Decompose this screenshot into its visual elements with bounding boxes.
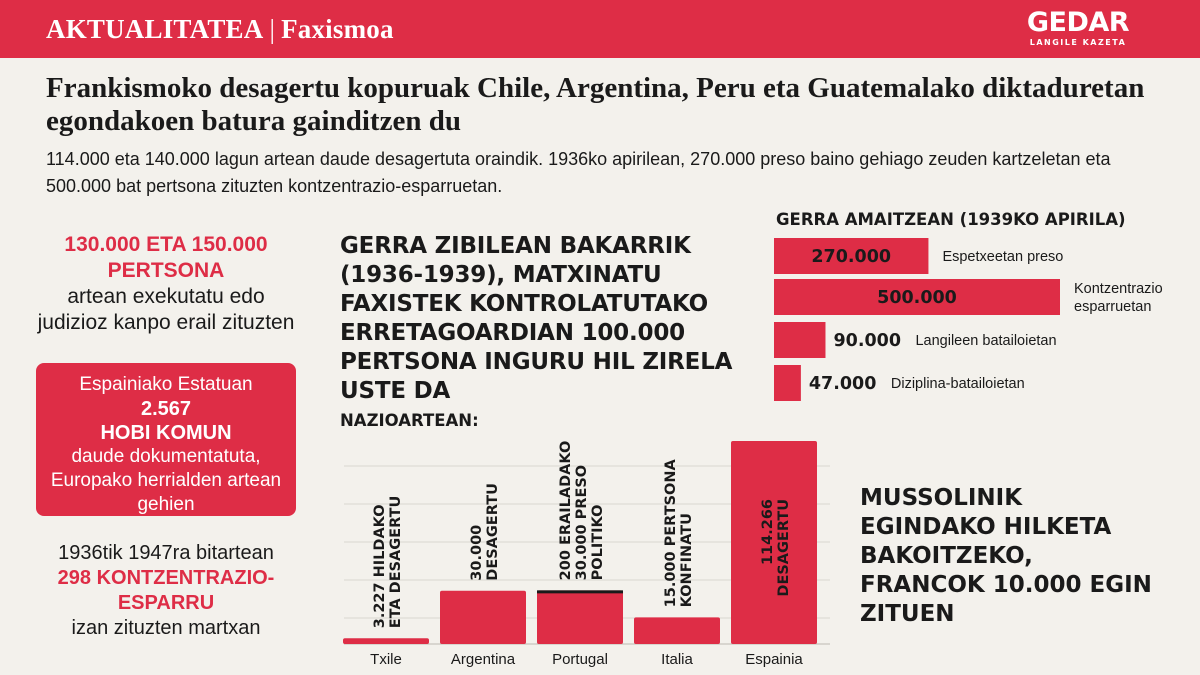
graves-number: 2.567 xyxy=(140,398,192,420)
h-bar-category-label: Langileen batailoietan xyxy=(915,333,1056,349)
v-bar-label-group: 3.227 HILDAKO ETA DESAGERTU xyxy=(372,496,404,629)
section-separator: | xyxy=(269,14,276,44)
logo-name: GEDAR xyxy=(1026,7,1130,38)
header-bar: AKTUALITATEA | Faxismoa GEDAR LANGILE KAZE… xyxy=(0,0,1200,58)
v-bar-value-label: 30.000 PRESO xyxy=(574,465,590,580)
v-category-label: Argentina xyxy=(451,651,516,668)
h-bar-value-label: 90.000 xyxy=(833,331,901,351)
v-bar xyxy=(440,590,526,644)
h-bar xyxy=(774,322,826,358)
h-bar-category-label: Kontzentrazio xyxy=(1074,281,1163,297)
v-bar xyxy=(343,638,429,644)
executions-stat: 130.000 ETA 150.000 PERTSONA artean exek… xyxy=(30,232,302,336)
v-bar-value-label: 200 ERAILADAKO xyxy=(558,441,574,581)
v-bar-value-label: ETA DESAGERTU xyxy=(388,496,404,629)
v-bar-value-label: POLITIKO xyxy=(590,505,606,581)
v-chart-title: NAZIOARTEAN: xyxy=(340,411,479,430)
v-bar-label-group: 30.000 DESAGERTU xyxy=(469,483,501,581)
camps-intro: 1936tik 1947ra bitartean xyxy=(58,542,274,564)
h-bar xyxy=(774,279,1060,315)
h-bar xyxy=(774,365,801,401)
section-label[interactable]: AKTUALITATEA xyxy=(46,14,264,44)
civil-war-statement: GERRA ZIBILEAN BAKARRIK (1936-1939), MAT… xyxy=(340,233,733,404)
v-category-label: Italia xyxy=(661,651,693,668)
v-bar xyxy=(634,617,720,644)
v-bar-value-label: DESAGERTU xyxy=(776,499,792,597)
h-bar-category-label: Espetxeetan preso xyxy=(942,249,1063,265)
v-bar-value-label: KONFINATU xyxy=(679,513,695,607)
gedar-logo[interactable]: GEDAR LANGILE KAZETA xyxy=(1008,8,1148,48)
v-bar-value-label: 114.266 xyxy=(760,499,776,565)
v-bar-label-group: 114.266 DESAGERTU xyxy=(760,499,792,597)
v-bar-label-group: 200 ERAILADAKO 30.000 PRESO POLITIKO xyxy=(558,441,606,581)
h-bar-category-label: Diziplina-batailoietan xyxy=(891,376,1025,392)
mass-graves-card: Espainiako Estatuan 2.567 HOBI KOMUN dau… xyxy=(36,363,296,516)
h-bar-value-label: 500.000 xyxy=(877,288,957,308)
section-tag: AKTUALITATEA | Faxismoa xyxy=(46,14,394,45)
graves-text: daude dokumentatuta, Europako herrialden… xyxy=(50,446,282,515)
v-bar xyxy=(537,590,623,644)
camps-stat: 1936tik 1947ra bitartean 298 KONTZENTRAZ… xyxy=(30,541,302,641)
subheadline: 114.000 eta 140.000 lagun artean daude d… xyxy=(46,149,1111,196)
h-bar-value-label: 47.000 xyxy=(809,374,877,394)
v-bar-value-label: 3.227 HILDAKO xyxy=(372,504,388,628)
h-bar-value-label: 270.000 xyxy=(811,247,891,267)
h-bar xyxy=(774,238,929,274)
executions-text: artean exekutatu edo judizioz kanpo erai… xyxy=(37,285,295,334)
graves-intro: Espainiako Estatuan xyxy=(79,374,253,395)
h-chart-title: GERRA AMAITZEAN (1939KO APIRILA) xyxy=(776,210,1126,229)
v-category-label: Portugal xyxy=(552,651,608,668)
headline: Frankismoko desagertu kopuruak Chile, Ar… xyxy=(46,72,1145,137)
h-bar-category-label: esparruetan xyxy=(1074,299,1151,315)
v-bar xyxy=(731,441,817,644)
topic-label[interactable]: Faxismoa xyxy=(281,14,394,44)
executions-figure: 130.000 ETA 150.000 PERTSONA xyxy=(64,233,268,282)
v-bar-value-label: 15.000 PERTSONA xyxy=(663,459,679,608)
v-category-label: Txile xyxy=(370,651,402,668)
camps-figure: 298 KONTZENTRAZIO-ESPARRU xyxy=(57,567,275,614)
v-bar-value-label: 30.000 xyxy=(469,525,485,581)
graves-label: HOBI KOMUN xyxy=(100,422,232,444)
v-category-label: Espainia xyxy=(745,651,803,668)
camps-text: izan zituzten martxan xyxy=(71,617,261,639)
v-bar-value-label: DESAGERTU xyxy=(485,483,501,581)
mussolini-statement: MUSSOLINIK EGINDAKO HILKETA BAKOITZEKO, … xyxy=(860,485,1152,627)
logo-subtitle: LANGILE KAZETA xyxy=(1029,38,1127,47)
v-bar-top-segment xyxy=(537,590,623,594)
v-bar-label-group: 15.000 PERTSONA KONFINATU xyxy=(663,459,695,608)
